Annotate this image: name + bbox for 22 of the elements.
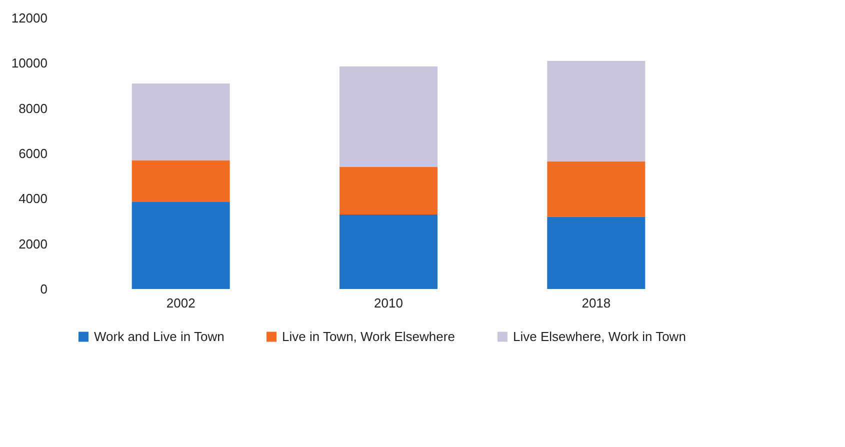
y-tick-label: 2000 bbox=[18, 236, 48, 252]
y-tick-label: 4000 bbox=[18, 191, 48, 206]
x-tick-label: 2002 bbox=[166, 296, 196, 310]
bar bbox=[547, 60, 646, 162]
bar bbox=[547, 216, 646, 289]
y-tick-label: 8000 bbox=[18, 100, 48, 116]
bar bbox=[340, 167, 438, 214]
y-tick-label: 6000 bbox=[18, 146, 48, 161]
legend-label: Live in Town, Work Elsewhere bbox=[282, 328, 455, 344]
bar bbox=[132, 83, 230, 160]
bar bbox=[132, 160, 230, 202]
bar bbox=[132, 202, 230, 289]
bar bbox=[340, 66, 438, 168]
bar bbox=[547, 161, 646, 217]
y-tick-label: 12000 bbox=[11, 10, 48, 26]
y-tick-label: 0 bbox=[40, 282, 48, 296]
y-tick-label: 10000 bbox=[11, 56, 48, 71]
bar bbox=[340, 214, 438, 289]
x-tick-label: 2010 bbox=[374, 296, 403, 310]
legend-label: Live Elsewhere, Work in Town bbox=[513, 328, 686, 344]
x-tick-label: 2018 bbox=[582, 296, 611, 310]
legend-label: Work and Live in Town bbox=[94, 328, 224, 344]
